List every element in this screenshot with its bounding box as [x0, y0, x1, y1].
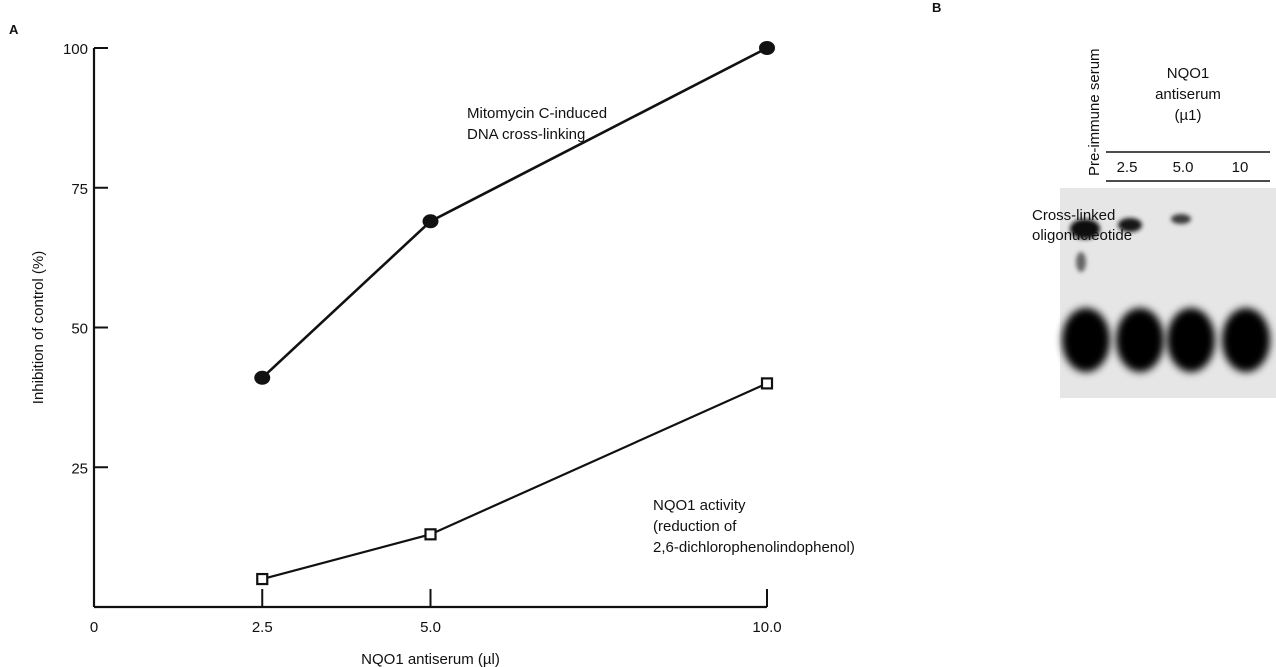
y-axis-title: Inhibition of control (%) — [30, 251, 47, 404]
lane-label-5-0: 5.0 — [1173, 159, 1194, 176]
x-tick-label: 2.5 — [252, 619, 273, 636]
chart-axes: 25 50 75 100 0 2.5 5.0 10.0 NQO1 antiserum (µl) I… — [30, 41, 782, 667]
data-point-circle — [759, 41, 775, 55]
antiserum-header-line-1: NQO1 — [1167, 65, 1210, 82]
antiserum-header-line-3: (µ1) — [1175, 107, 1202, 124]
oligonucleotide-band-5-0 — [1167, 308, 1215, 372]
antiserum-header-line-2: antiserum — [1155, 86, 1221, 103]
data-point-square — [760, 377, 774, 390]
series-label-2-line-2: (reduction of — [653, 518, 737, 535]
series-label-1-line-1: Mitomycin C-induced — [467, 105, 607, 122]
preimmune-label: Pre-immune serum — [1086, 48, 1103, 176]
x-tick-label: 0 — [90, 619, 98, 636]
series-label-1-line-2: DNA cross-linking — [467, 126, 585, 143]
x-axis-title: NQO1 antiserum (µl) — [361, 651, 500, 667]
data-point-square — [256, 572, 269, 586]
y-tick-label: 100 — [63, 41, 88, 58]
cross-linked-label-line-1: Cross-linked — [1032, 207, 1116, 224]
smear-preimmune — [1076, 252, 1086, 272]
x-tick-label: 10.0 — [752, 619, 781, 636]
chart-series — [254, 41, 775, 586]
data-point-circle — [422, 214, 439, 229]
y-tick-label: 75 — [71, 181, 88, 198]
series-label-2-line-3: 2,6-dichlorophenolindophenol) — [653, 539, 855, 556]
oligonucleotide-band-2-5 — [1116, 308, 1164, 372]
data-point-circle — [254, 370, 271, 385]
gel-bands — [1062, 214, 1270, 372]
gel-panel: Pre-immune serum NQO1 antiserum (µ1) 2.5… — [1028, 0, 1276, 430]
lane-label-10: 10 — [1232, 159, 1249, 176]
oligonucleotide-band-preimmune — [1062, 308, 1110, 372]
oligonucleotide-band-10 — [1222, 308, 1270, 372]
cross-linked-label-line-2: oligonucleotide — [1032, 227, 1133, 244]
cross-linked-band-2-5 — [1118, 218, 1142, 232]
panel-a-label: A — [9, 22, 19, 37]
chart-labels: Mitomycin C-induced DNA cross-linking NQO1… — [467, 105, 855, 556]
y-tick-label: 25 — [71, 460, 88, 477]
y-tick-label: 50 — [71, 321, 88, 338]
x-tick-label: 5.0 — [420, 619, 441, 636]
lane-label-2-5: 2.5 — [1117, 159, 1138, 176]
series-label-2-line-1: NQO1 activity — [653, 497, 746, 514]
cross-linked-band-preimmune — [1070, 219, 1100, 239]
series-line-1 — [261, 46, 768, 379]
cross-linked-band-5-0 — [1171, 214, 1191, 224]
panel-b-label: B — [932, 0, 942, 15]
data-point-square — [424, 528, 437, 541]
